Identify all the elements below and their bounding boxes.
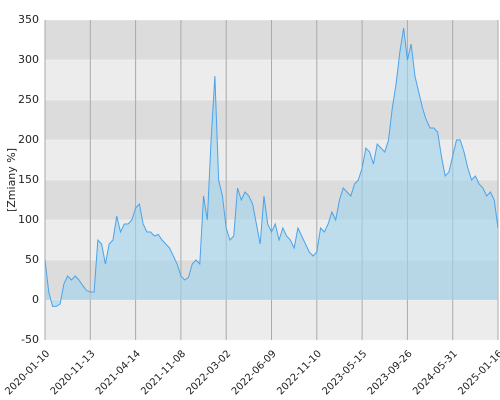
y-tick-label: 50 xyxy=(25,253,39,266)
x-tick-label: 2023-05-15 xyxy=(320,348,369,397)
x-tick-label: 2021-11-08 xyxy=(139,348,188,397)
line xyxy=(44,27,499,307)
y-tick-label: 200 xyxy=(18,133,39,146)
x-tick-label: 2022-11-10 xyxy=(275,348,324,397)
x-tick-label: 2021-04-14 xyxy=(94,348,143,397)
y-tick-label: 0 xyxy=(32,293,39,306)
x-tick-label: 2024-05-31 xyxy=(411,348,460,397)
x-tick-label: 2025-01-16 xyxy=(456,348,500,397)
x-tick-label: 2022-03-02 xyxy=(185,348,234,397)
y-axis-label: [Zmiany %] xyxy=(5,148,18,212)
y-tick-label: 300 xyxy=(18,53,39,66)
area-fill xyxy=(45,28,498,307)
x-tick-label: 2020-11-13 xyxy=(49,348,98,397)
x-tick-label: 2020-01-10 xyxy=(3,348,52,397)
y-tick-label: 250 xyxy=(18,93,39,106)
y-tick-label: 350 xyxy=(18,13,39,26)
y-tick-label: 100 xyxy=(18,213,39,226)
y-tick-label: 150 xyxy=(18,173,39,186)
x-tick-label: 2023-09-26 xyxy=(366,348,415,397)
x-tick-label: 2022-06-09 xyxy=(230,348,279,397)
y-tick-label: -50 xyxy=(21,333,39,346)
